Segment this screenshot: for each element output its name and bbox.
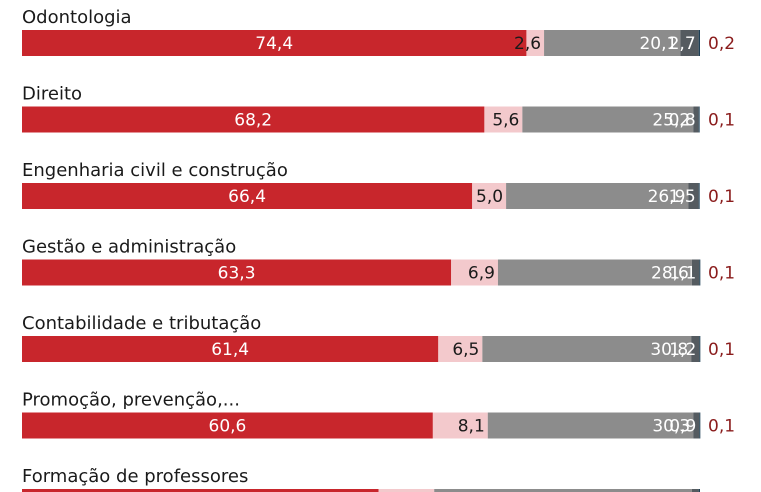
data-label: 30,3 — [652, 417, 690, 437]
bar-segment — [434, 489, 692, 492]
data-label: 66,4 — [228, 187, 266, 207]
bar-segment — [22, 30, 527, 56]
bar-segment — [699, 412, 701, 439]
data-label: 0,1 — [708, 111, 735, 131]
bar-segment — [544, 30, 681, 56]
bar-segment — [22, 183, 473, 209]
data-label: 6,9 — [468, 264, 495, 284]
data-label: 25,2 — [652, 111, 690, 131]
data-label: 0,1 — [708, 264, 735, 284]
category-label: Engenharia civil e construção — [22, 160, 288, 181]
data-label: 63,3 — [218, 264, 256, 284]
data-label: 28,6 — [651, 264, 689, 284]
bar-segment — [482, 336, 692, 362]
bar-segment — [691, 489, 699, 492]
data-label: 26,9 — [648, 187, 686, 207]
data-label: 1,5 — [669, 187, 696, 207]
bar-segment — [698, 183, 700, 209]
bar-segment — [699, 336, 701, 362]
bar-segment — [22, 336, 439, 362]
bar-segment — [451, 259, 498, 286]
category-label: Promoção, prevenção,... — [22, 390, 240, 411]
bar-segment — [22, 489, 379, 492]
category-label: Gestão e administração — [22, 237, 236, 258]
bar-segment — [432, 412, 488, 439]
category-label: Direito — [22, 84, 82, 105]
bar-segment — [526, 30, 545, 56]
data-label: 1,1 — [669, 264, 696, 284]
bar-segment — [22, 259, 452, 286]
data-label: 30,8 — [650, 340, 688, 360]
bar-segment — [378, 489, 435, 492]
data-label: 74,4 — [255, 34, 293, 54]
bar-segment — [438, 336, 483, 362]
data-label: 6,5 — [452, 340, 479, 360]
bar-segment — [698, 489, 700, 492]
data-label: 0,2 — [708, 34, 735, 54]
bar-segment — [680, 30, 699, 56]
data-label: 61,4 — [211, 340, 249, 360]
bar-segment — [522, 106, 694, 133]
data-label: 2,6 — [514, 34, 541, 54]
data-label: 60,6 — [209, 417, 247, 437]
data-label: 8,1 — [458, 417, 485, 437]
bar-segment — [22, 106, 485, 133]
bar-segment — [497, 259, 692, 286]
category-label: Odontologia — [22, 7, 132, 28]
data-label: 5,0 — [476, 187, 503, 207]
category-label: Formação de professores — [22, 466, 248, 487]
bar-segment — [506, 183, 689, 209]
bar-segment — [472, 183, 507, 209]
data-label: 68,2 — [234, 111, 272, 131]
bar-segment — [698, 106, 700, 133]
bar-segment — [693, 106, 699, 133]
bar-segment — [693, 412, 700, 439]
bar-segment — [698, 30, 700, 56]
bar-segment — [484, 106, 523, 133]
data-label: 1,2 — [669, 340, 696, 360]
data-label: 20,1 — [639, 34, 677, 54]
data-label: 0,1 — [708, 340, 735, 360]
bar-segment — [691, 259, 700, 286]
data-label: 0,8 — [669, 111, 696, 131]
bar-segment — [691, 336, 700, 362]
data-label: 0,1 — [708, 417, 735, 437]
category-label: Contabilidade e tributação — [22, 313, 261, 334]
bar-segment — [487, 412, 694, 439]
bar-segment — [699, 259, 701, 286]
data-label: 2,7 — [669, 34, 696, 54]
data-label: 5,6 — [492, 111, 519, 131]
data-label: 0,9 — [669, 417, 696, 437]
bar-segment — [22, 412, 433, 439]
data-label: 0,1 — [708, 187, 735, 207]
bar-segment — [688, 183, 699, 209]
